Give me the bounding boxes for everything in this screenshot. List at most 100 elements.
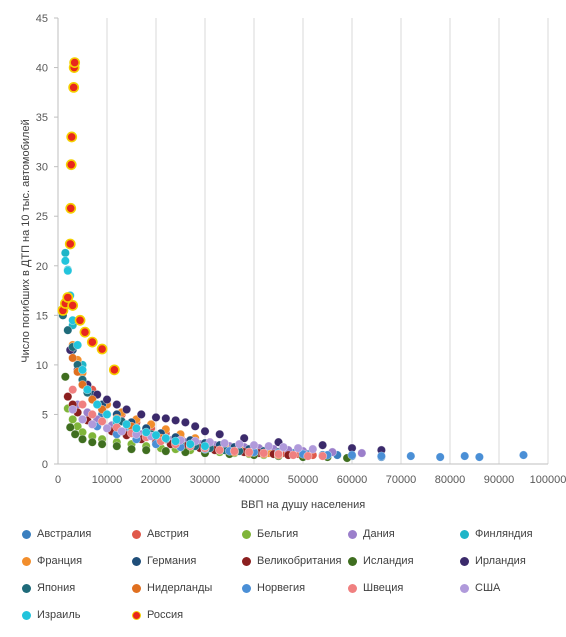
x-tick-label: 0 xyxy=(55,474,61,486)
legend-marker-icon xyxy=(22,556,31,566)
legend-item: Нидерланды xyxy=(132,582,212,594)
data-point-9 xyxy=(78,434,88,444)
x-tick-label: 30000 xyxy=(190,474,221,486)
data-point-10 xyxy=(122,404,132,414)
legend-label: Австрия xyxy=(147,528,189,540)
data-point-14 xyxy=(244,447,254,457)
data-point-10 xyxy=(318,440,328,450)
legend-label: Франция xyxy=(37,555,83,567)
data-point-10 xyxy=(136,409,146,419)
legend-label: Норвегия xyxy=(257,582,306,594)
data-point-9 xyxy=(112,441,122,451)
y-tick-label: 45 xyxy=(36,13,48,25)
legend-marker-icon xyxy=(242,529,251,539)
data-point-10 xyxy=(180,417,190,427)
data-point-15 xyxy=(249,440,259,450)
x-tick-label: 40000 xyxy=(239,474,270,486)
data-point-14 xyxy=(78,400,88,410)
x-tick-label: 70000 xyxy=(386,474,417,486)
data-point-13 xyxy=(460,451,470,461)
data-point-17 xyxy=(64,238,76,250)
x-tick-label: 90000 xyxy=(484,474,515,486)
data-point-16 xyxy=(200,441,210,451)
y-tick-label: 35 xyxy=(36,112,48,124)
data-point-9 xyxy=(60,372,70,382)
data-point-17 xyxy=(62,292,74,303)
data-point-13 xyxy=(518,450,528,460)
data-point-16 xyxy=(141,427,151,437)
legend-label: Финляндия xyxy=(475,528,533,540)
data-point-15 xyxy=(308,444,318,454)
data-point-16 xyxy=(122,419,132,429)
data-point-16 xyxy=(185,439,195,449)
y-tick-label: 5 xyxy=(42,409,48,421)
legend-marker-icon xyxy=(460,529,469,539)
data-point-10 xyxy=(102,395,112,405)
y-tick-label: 10 xyxy=(36,360,48,372)
data-point-14 xyxy=(215,445,225,455)
x-axis-title: ВВП на душу населения xyxy=(241,499,365,511)
data-point-15 xyxy=(293,443,303,453)
data-point-16 xyxy=(161,433,171,443)
legend-item: Австрия xyxy=(132,528,189,540)
x-tick-label: 50000 xyxy=(288,474,319,486)
data-point-13 xyxy=(376,451,386,461)
data-point-17 xyxy=(68,81,80,93)
legend-item: Япония xyxy=(22,582,75,594)
data-point-9 xyxy=(65,422,75,432)
data-point-16 xyxy=(73,340,83,350)
legend-label: Германия xyxy=(147,555,197,567)
data-point-17 xyxy=(108,364,120,376)
data-point-15 xyxy=(68,404,78,414)
data-point-16 xyxy=(102,409,112,419)
data-point-14 xyxy=(97,416,107,426)
data-point-11 xyxy=(63,325,73,335)
legend-label: США xyxy=(475,582,501,594)
legend-label: Швеция xyxy=(363,582,404,594)
legend-marker-icon xyxy=(348,583,357,593)
data-point-17 xyxy=(69,57,81,68)
tick-labels: 0 10000 20000 30000 40000 50000 60000 70000 8000… xyxy=(36,13,566,486)
legend-item: Бельгия xyxy=(242,528,298,540)
data-point-14 xyxy=(303,451,313,461)
data-point-9 xyxy=(70,429,80,439)
data-point-16 xyxy=(151,430,161,440)
legend-item: Ирландия xyxy=(460,555,526,567)
legend-label: Великобритания xyxy=(257,555,342,567)
data-point-9 xyxy=(87,437,97,447)
data-point-8 xyxy=(63,392,73,402)
legend-marker-icon xyxy=(460,583,469,593)
data-point-14 xyxy=(87,409,97,419)
data-points xyxy=(57,57,528,463)
data-point-10 xyxy=(161,413,171,423)
gridlines xyxy=(57,18,549,464)
legend-label: Дания xyxy=(363,528,395,540)
data-point-16 xyxy=(171,436,181,446)
x-tick-label: 20000 xyxy=(141,474,172,486)
data-point-16 xyxy=(131,423,141,433)
legend-label: Бельгия xyxy=(257,528,299,540)
legend-item: Германия xyxy=(132,555,196,567)
data-point-10 xyxy=(151,412,161,422)
legend-item: США xyxy=(460,582,500,594)
legend-label: Исландия xyxy=(363,555,414,567)
data-point-16 xyxy=(78,365,88,375)
scatter-chart: 0 10000 20000 30000 40000 50000 60000 70000 8000… xyxy=(20,13,566,511)
data-point-12 xyxy=(68,353,78,363)
legend-marker-icon xyxy=(242,583,251,593)
data-point-10 xyxy=(190,421,200,431)
data-point-10 xyxy=(200,426,210,436)
legend-marker-icon xyxy=(132,583,141,593)
legend-marker-icon xyxy=(348,556,357,566)
data-point-10 xyxy=(112,400,122,410)
data-point-14 xyxy=(318,451,328,461)
data-point-14 xyxy=(68,385,78,395)
data-point-15 xyxy=(117,426,127,436)
data-point-9 xyxy=(127,444,137,454)
axes xyxy=(54,17,548,465)
legend-item: Россия xyxy=(132,609,183,621)
data-point-17 xyxy=(96,343,108,355)
data-point-13 xyxy=(435,452,445,462)
data-point-17 xyxy=(74,314,86,326)
data-point-14 xyxy=(229,446,239,456)
